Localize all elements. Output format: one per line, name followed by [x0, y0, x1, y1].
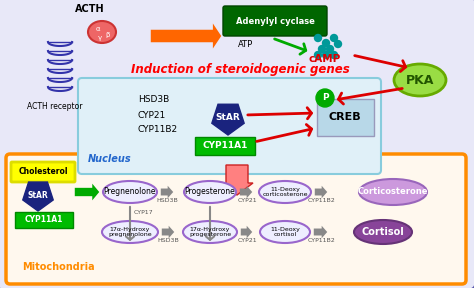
Text: Induction of steroidogenic genes: Induction of steroidogenic genes	[131, 63, 349, 76]
Text: CYP21: CYP21	[237, 198, 257, 203]
FancyBboxPatch shape	[223, 6, 327, 36]
Ellipse shape	[394, 64, 446, 96]
Ellipse shape	[354, 220, 412, 244]
Ellipse shape	[183, 221, 237, 243]
Text: CYP11B2: CYP11B2	[138, 126, 178, 134]
FancyBboxPatch shape	[15, 212, 73, 228]
Text: P: P	[322, 94, 328, 103]
Text: ACTH: ACTH	[75, 4, 105, 14]
FancyBboxPatch shape	[195, 137, 255, 155]
Text: CYP11A1: CYP11A1	[202, 141, 248, 151]
Circle shape	[316, 89, 334, 107]
Text: 11-Deoxy
cortisol: 11-Deoxy cortisol	[270, 227, 300, 237]
Text: Cholesterol: Cholesterol	[18, 168, 68, 177]
Circle shape	[319, 46, 326, 52]
Polygon shape	[212, 104, 244, 135]
Circle shape	[322, 39, 329, 46]
Text: CYP11B2: CYP11B2	[308, 198, 336, 203]
FancyBboxPatch shape	[317, 99, 374, 136]
FancyArrow shape	[221, 165, 253, 195]
Circle shape	[330, 52, 337, 58]
Circle shape	[315, 35, 321, 41]
Text: β: β	[106, 32, 110, 38]
Circle shape	[315, 52, 321, 58]
FancyBboxPatch shape	[78, 78, 381, 174]
Text: ATP: ATP	[238, 40, 253, 49]
Text: α: α	[96, 26, 100, 32]
Text: StAR: StAR	[216, 113, 240, 122]
Text: Adenylyl cyclase: Adenylyl cyclase	[236, 16, 314, 26]
Text: HSD3B: HSD3B	[157, 238, 179, 243]
Text: CREB: CREB	[328, 112, 361, 122]
Text: 17α-Hydroxy
progesterone: 17α-Hydroxy progesterone	[189, 227, 231, 237]
Text: ACTH receptor: ACTH receptor	[27, 102, 83, 111]
Circle shape	[327, 46, 334, 52]
Text: γ: γ	[98, 35, 102, 41]
Ellipse shape	[259, 181, 311, 203]
Text: 11-Deoxy
corticosterone: 11-Deoxy corticosterone	[262, 187, 308, 197]
Text: 17α-Hydroxy
pregnenolone: 17α-Hydroxy pregnenolone	[108, 227, 152, 237]
Text: Cortisol: Cortisol	[362, 227, 404, 237]
Text: Nucleus: Nucleus	[88, 154, 132, 164]
Ellipse shape	[102, 221, 158, 243]
Text: CYP11B2: CYP11B2	[308, 238, 336, 243]
Ellipse shape	[260, 221, 310, 243]
Text: CYP21: CYP21	[237, 238, 257, 243]
Text: StAR: StAR	[27, 190, 48, 200]
Text: CYP17: CYP17	[134, 210, 154, 215]
Circle shape	[335, 41, 341, 48]
FancyBboxPatch shape	[6, 154, 466, 284]
Polygon shape	[23, 182, 53, 211]
FancyBboxPatch shape	[11, 162, 75, 182]
Ellipse shape	[184, 181, 236, 203]
Text: HSD3B: HSD3B	[138, 96, 169, 105]
Text: CYP11A1: CYP11A1	[25, 215, 63, 225]
Text: Pregnenolone: Pregnenolone	[104, 187, 156, 196]
Text: CYP21: CYP21	[138, 111, 166, 120]
Text: Mitochondria: Mitochondria	[22, 262, 95, 272]
Circle shape	[322, 52, 329, 58]
Text: Progesterone: Progesterone	[185, 187, 236, 196]
Text: HSD3B: HSD3B	[156, 198, 178, 203]
Circle shape	[330, 35, 337, 41]
Ellipse shape	[359, 179, 427, 205]
Text: Corticosterone: Corticosterone	[358, 187, 428, 196]
Text: cAMP: cAMP	[309, 54, 341, 64]
Ellipse shape	[88, 21, 116, 43]
Text: PKA: PKA	[406, 73, 434, 86]
Ellipse shape	[103, 181, 157, 203]
